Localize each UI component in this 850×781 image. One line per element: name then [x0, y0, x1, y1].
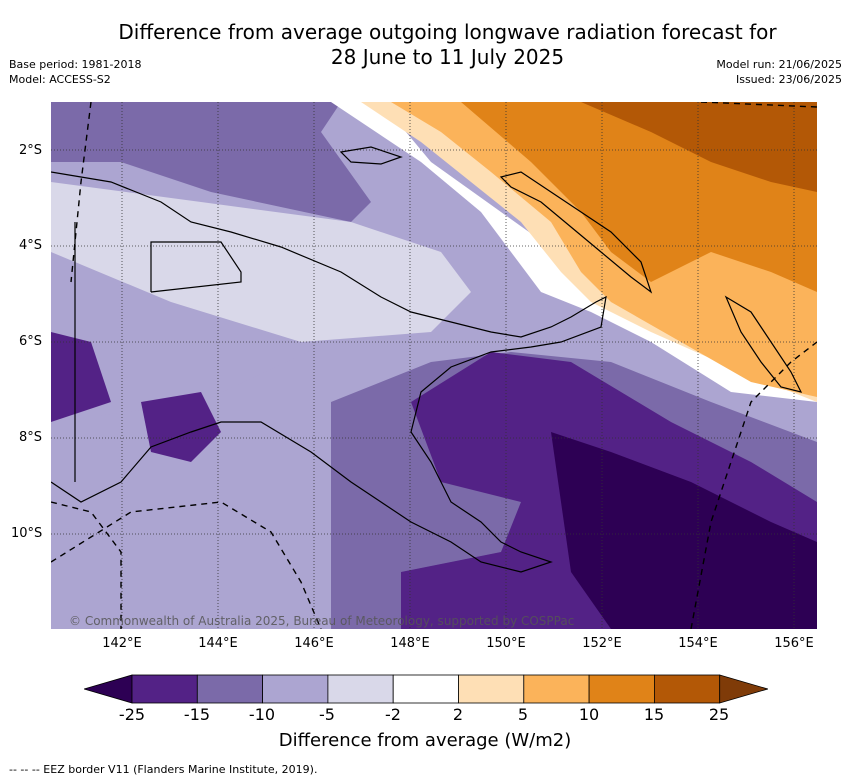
contour-pale-north: [51, 182, 471, 342]
colorbar-swatch: [392, 674, 459, 704]
contour-nw-dark: [51, 102, 371, 222]
map-title: Difference from average outgoing longwav…: [95, 20, 800, 70]
colorbar-swatch: [654, 674, 721, 704]
colorbar-swatch: [327, 674, 394, 704]
colorbar-tick: 2: [452, 705, 464, 724]
lon-label: 148°E: [390, 636, 430, 651]
colorbar-tick: -10: [248, 705, 276, 724]
colorbar-swatch: [131, 674, 198, 704]
title-line-1: Difference from average outgoing longwav…: [118, 20, 777, 44]
lat-label: 10°S: [11, 526, 43, 541]
colorbar-swatch: [458, 674, 525, 704]
lon-label: 142°E: [102, 636, 142, 651]
colorbar-swatches: [84, 674, 768, 704]
lat-label: 8°S: [19, 430, 43, 445]
meta-left: Base period: 1981-2018 Model: ACCESS-S2: [9, 57, 141, 87]
colorbar-tick: -5: [319, 705, 335, 724]
lat-label: 4°S: [19, 238, 43, 253]
lat-label: 2°S: [19, 143, 43, 158]
contour-core: [551, 432, 817, 629]
west-pocket: [51, 332, 111, 422]
model-name: Model: ACCESS-S2: [9, 73, 111, 86]
colorbar-swatch: [523, 674, 590, 704]
contour-positive-15: [581, 102, 817, 192]
title-line-2: 28 June to 11 July 2025: [330, 45, 565, 69]
coastlines: [51, 146, 803, 573]
graticule: [51, 102, 817, 629]
lon-label: 152°E: [582, 636, 622, 651]
copyright-text: © Commonwealth of Australia 2025, Bureau…: [69, 614, 575, 628]
lon-label: 154°E: [678, 636, 718, 651]
model-run: Model run: 21/06/2025: [716, 58, 842, 71]
colorbar: [84, 674, 768, 704]
lon-label: 146°E: [294, 636, 334, 651]
colorbar-tick: -2: [385, 705, 401, 724]
eez-legend-note: -- -- -- EEZ border V11 (Flanders Marine…: [9, 763, 318, 776]
colorbar-label: Difference from average (W/m2): [278, 730, 572, 751]
eez-border: [51, 102, 817, 629]
southwest-pocket: [141, 392, 221, 462]
contour-zero-band: [331, 102, 817, 402]
colorbar-tick: -25: [118, 705, 146, 724]
colorbar-arrow-left: [84, 674, 133, 704]
map-canvas: [51, 102, 817, 629]
colorbar-arrow-right: [719, 674, 768, 704]
lon-label: 150°E: [486, 636, 526, 651]
issued-date: Issued: 23/06/2025: [735, 73, 842, 86]
lon-label: 156°E: [774, 636, 814, 651]
colorbar-tick: 10: [578, 705, 600, 724]
colorbar-swatch: [196, 674, 264, 704]
lat-label: 6°S: [19, 334, 43, 349]
colorbar-tick: 15: [643, 705, 665, 724]
colorbar-swatch: [262, 674, 329, 704]
lon-label: 144°E: [198, 636, 238, 651]
colorbar-tick: 5: [517, 705, 529, 724]
colorbar-tick: -15: [183, 705, 211, 724]
meta-right: Model run: 21/06/2025 Issued: 23/06/2025: [716, 57, 842, 87]
colorbar-tick: 25: [708, 705, 730, 724]
colorbar-swatch: [588, 674, 655, 704]
base-period: Base period: 1981-2018: [9, 58, 142, 71]
olr-anomaly-map: [51, 102, 817, 629]
